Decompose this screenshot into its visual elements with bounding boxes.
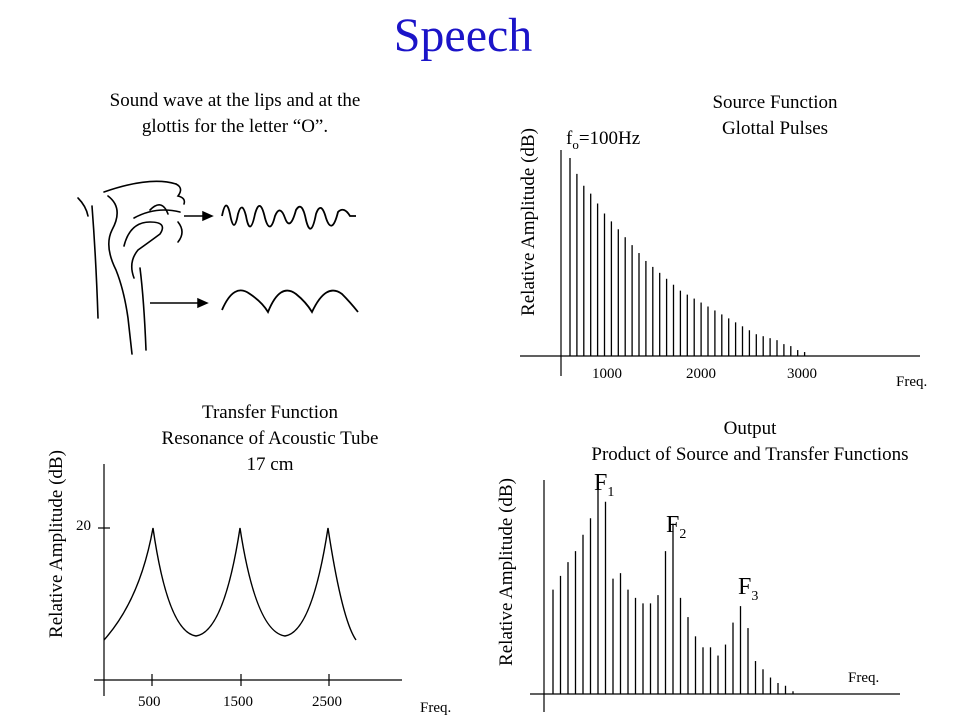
formant-f1-sub: 1 [607,484,615,500]
transfer-axes [94,464,402,696]
arrow-glottis-icon [150,297,209,309]
source-xtick-2000: 2000 [686,366,716,382]
formant-f1-label: F1 [594,470,614,501]
formant-f2-label: F2 [666,512,686,543]
formant-f3-sub: 3 [751,588,759,604]
source-title-line1: Source Function [712,92,838,113]
arrow-lips-icon [184,210,214,222]
output-xlabel: Freq. [848,670,880,686]
source-axes [520,150,920,376]
source-title-line2: Glottal Pulses [721,118,829,139]
transfer-title: Transfer Function Resonance of Acoustic … [120,400,420,478]
output-bars [552,488,794,694]
transfer-title-line1: Transfer Function [202,402,338,423]
formant-f2-letter: F [666,512,680,538]
output-title-line1: Output [723,418,777,439]
f0-letter: f [566,128,573,149]
f0-value: =100Hz [578,128,641,149]
transfer-xtick-500: 500 [138,694,161,710]
formant-f3-label: F3 [738,574,758,605]
source-xtick-1000: 1000 [592,366,622,382]
source-xlabel: Freq. [896,374,928,390]
output-axes [530,480,900,712]
transfer-curve [103,527,357,641]
vocal-tract-illustration [77,180,186,355]
source-ylabel: Relative Amplitude (dB) [518,128,539,316]
output-title: Output Product of Source and Transfer Fu… [540,416,960,468]
transfer-ytick-20: 20 [76,518,91,534]
output-title-line2: Product of Source and Transfer Functions [591,444,909,465]
formant-f2-sub: 2 [679,526,687,542]
lips-caption-line2: glottis for the letter “O”. [141,116,329,137]
source-bars [569,158,806,356]
formant-f1-letter: F [594,470,608,496]
lips-waveform [221,204,356,230]
source-xtick-3000: 3000 [787,366,817,382]
output-ylabel: Relative Amplitude (dB) [496,478,517,666]
lips-caption-line1: Sound wave at the lips and at the [109,90,361,111]
lips-caption: Sound wave at the lips and at the glotti… [40,88,430,140]
transfer-xtick-2500: 2500 [312,694,342,710]
transfer-xlabel: Freq. [420,700,452,716]
transfer-ylabel: Relative Amplitude (dB) [46,450,67,638]
page-title: Speech [393,9,533,62]
f0-subscript: o [572,137,579,152]
transfer-title-line3: 17 cm [246,454,294,475]
f0-annotation: fo=100Hz [566,128,640,153]
transfer-title-line2: Resonance of Acoustic Tube [161,428,379,449]
transfer-xtick-1500: 1500 [223,694,253,710]
source-title: Source Function Glottal Pulses [640,90,910,142]
glottis-waveform [221,289,359,315]
formant-f3-letter: F [738,574,752,600]
